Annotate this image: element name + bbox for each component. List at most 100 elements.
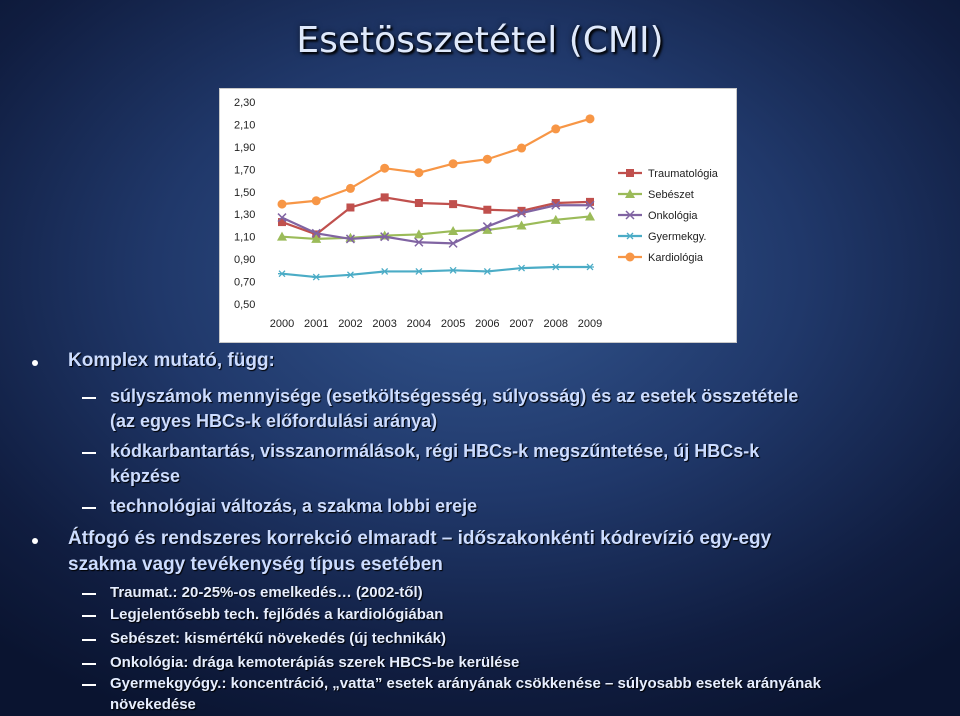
x-tick-label: 2000 — [270, 318, 294, 330]
data-point — [448, 159, 458, 169]
data-point — [585, 114, 595, 124]
sub-bullet-text: Legjelentősebb tech. fejlődés a kardioló… — [110, 606, 444, 623]
data-point — [482, 154, 492, 164]
data-point — [414, 199, 423, 207]
bullet-text: szakma vagy tevékenység típus esetében — [68, 554, 443, 575]
series-line — [281, 215, 591, 241]
data-point — [345, 183, 355, 193]
y-tick-label: 1,10 — [234, 232, 255, 244]
data-point — [483, 267, 492, 275]
y-tick-label: 0,90 — [234, 254, 255, 266]
y-tick-label: 1,30 — [234, 209, 255, 221]
data-point — [414, 237, 424, 247]
legend-label: Gyermekgy. — [648, 231, 706, 243]
data-point — [380, 232, 390, 242]
data-point — [414, 267, 423, 275]
y-tick-label: 2,10 — [234, 119, 255, 131]
data-point — [551, 199, 560, 207]
data-point — [482, 222, 492, 232]
data-point — [517, 206, 526, 215]
y-tick-label: 0,50 — [234, 299, 255, 311]
x-tick-label: 2007 — [509, 318, 533, 330]
data-point — [380, 163, 390, 173]
data-point — [551, 200, 561, 210]
legend-marker — [625, 252, 635, 262]
data-point — [278, 218, 286, 227]
legend-marker — [626, 232, 634, 240]
bullet-dash — [82, 615, 96, 617]
data-point — [448, 226, 459, 236]
series-line — [281, 196, 591, 236]
y-tick-label: 1,50 — [234, 187, 255, 199]
data-point — [311, 196, 321, 206]
bullet-dot — [32, 360, 38, 366]
data-point — [449, 200, 458, 209]
x-tick-label: 2002 — [338, 318, 362, 330]
data-point — [345, 234, 355, 244]
data-point — [586, 197, 594, 206]
sub-bullet-text: Sebészet: kismértékű növekedés (új techn… — [110, 630, 446, 647]
data-point — [312, 273, 321, 281]
x-tick-label: 2006 — [475, 318, 499, 330]
bullet-dash — [82, 639, 96, 641]
data-point — [482, 224, 493, 234]
y-tick-label: 1,90 — [234, 142, 255, 154]
data-point — [551, 263, 560, 271]
data-point — [346, 271, 355, 279]
bullet-dash — [82, 684, 96, 686]
data-point — [414, 168, 424, 178]
bullet-dash — [82, 507, 96, 509]
data-point — [516, 220, 527, 230]
sub-bullet-text: technológiai változás, a szakma lobbi er… — [110, 496, 478, 516]
bullet-dash — [82, 397, 96, 399]
x-tick-label: 2009 — [578, 318, 602, 330]
series-line — [281, 117, 591, 206]
bullet-text: Komplex mutató, függ: — [68, 350, 275, 371]
sub-bullet-text: Onkológia: drága kemoterápiás szerek HBC… — [110, 654, 520, 671]
x-tick-label: 2004 — [407, 318, 431, 330]
data-point — [586, 263, 594, 271]
data-point — [448, 238, 458, 248]
bullet-dash — [82, 452, 96, 454]
sub-bullet-text: kódkarbantartás, visszanormálások, régi … — [110, 441, 760, 461]
sub-bullet-text: súlyszámok mennyisége (esetköltségesség,… — [110, 386, 799, 406]
x-tick-label: 2008 — [544, 318, 568, 330]
sub-bullet-text: növekedése — [110, 696, 196, 713]
data-point — [550, 214, 561, 224]
legend-marker — [626, 169, 634, 177]
y-tick-label: 0,70 — [234, 277, 255, 289]
data-point — [585, 200, 595, 210]
data-point — [517, 143, 527, 153]
data-point — [380, 267, 389, 275]
bullet-dot — [32, 538, 38, 544]
data-point — [551, 124, 561, 134]
legend-label: Traumatológia — [648, 168, 719, 180]
series-line — [281, 204, 590, 245]
legend-marker — [625, 210, 635, 220]
x-tick-label: 2005 — [441, 318, 465, 330]
y-tick-label: 2,30 — [234, 97, 255, 109]
data-point — [346, 203, 355, 212]
sub-bullet-text: Gyermekgyógy.: koncentráció, „vatta” ese… — [110, 675, 821, 692]
legend-label: Kardiológia — [648, 252, 704, 264]
data-point — [517, 264, 526, 272]
data-point — [277, 199, 287, 209]
bullet-dash — [82, 593, 96, 595]
legend-label: Sebészet — [648, 189, 694, 201]
legend-label: Onkológia — [648, 210, 698, 222]
legend-marker — [625, 189, 635, 198]
data-point — [413, 229, 424, 239]
data-point — [585, 211, 595, 221]
cmi-line-chart: 2,30 2,10 1,90 1,70 1,50 1,30 1,10 0,90 0,70 0,50… — [219, 88, 737, 343]
data-point — [311, 233, 322, 243]
data-point — [449, 266, 458, 274]
x-tick-label: 2001 — [304, 318, 328, 330]
data-point — [277, 213, 287, 223]
data-point — [380, 193, 389, 202]
data-point — [277, 231, 287, 241]
y-tick-label: 1,70 — [234, 164, 255, 176]
x-tick-label: 2003 — [372, 318, 396, 330]
data-point — [278, 270, 286, 278]
bullet-text: Átfogó és rendszeres korrekció elmaradt … — [68, 528, 772, 549]
